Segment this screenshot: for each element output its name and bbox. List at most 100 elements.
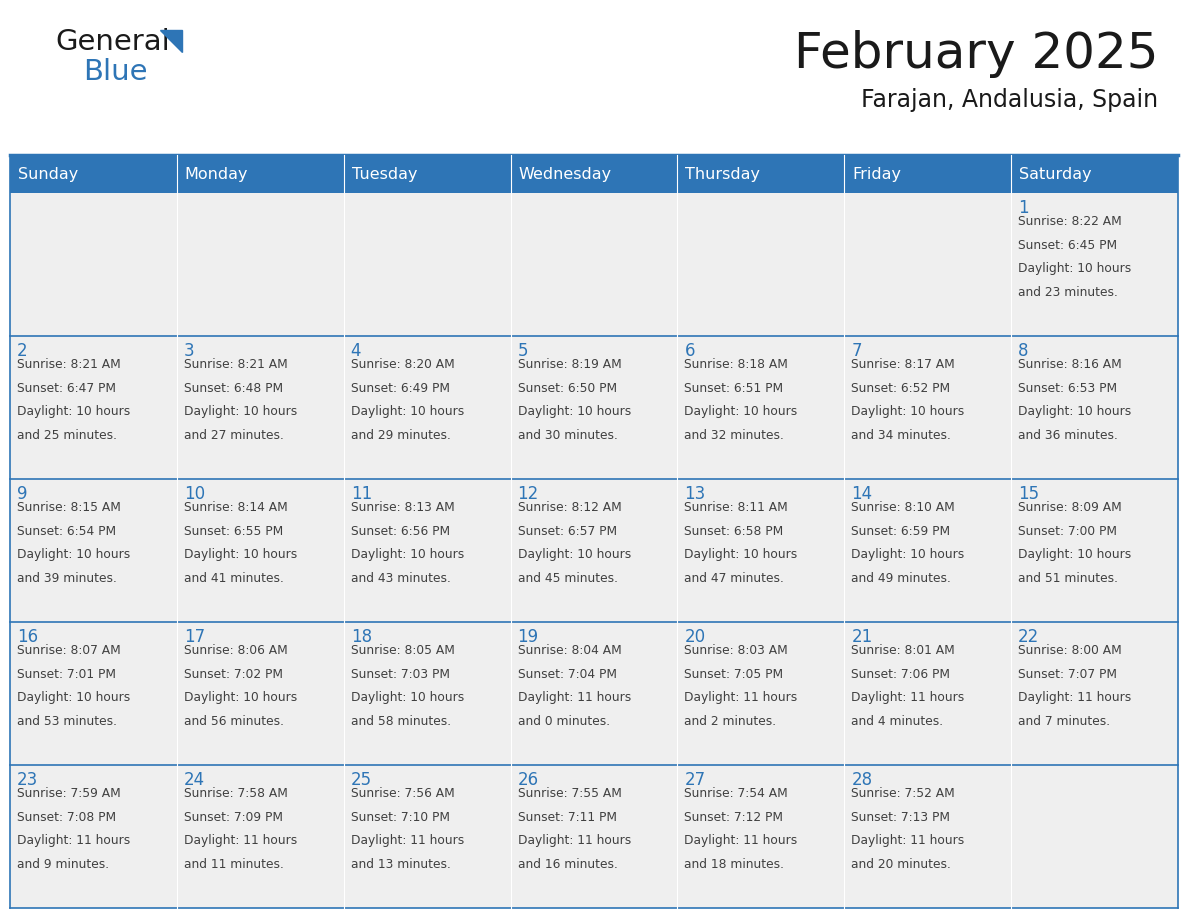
Text: Wednesday: Wednesday <box>519 166 612 182</box>
Bar <box>845 622 1011 765</box>
Text: and 58 minutes.: and 58 minutes. <box>350 715 450 728</box>
Text: and 7 minutes.: and 7 minutes. <box>1018 715 1111 728</box>
Text: and 23 minutes.: and 23 minutes. <box>1018 285 1118 298</box>
Text: Daylight: 10 hours: Daylight: 10 hours <box>1018 405 1131 419</box>
Text: and 2 minutes.: and 2 minutes. <box>684 715 777 728</box>
Text: Sunset: 7:09 PM: Sunset: 7:09 PM <box>184 811 283 823</box>
Bar <box>511 765 677 908</box>
Text: and 36 minutes.: and 36 minutes. <box>1018 429 1118 442</box>
Text: 19: 19 <box>518 628 538 646</box>
Text: and 20 minutes.: and 20 minutes. <box>852 857 952 871</box>
Text: Sunset: 7:04 PM: Sunset: 7:04 PM <box>518 667 617 680</box>
Text: Daylight: 10 hours: Daylight: 10 hours <box>1018 548 1131 561</box>
Bar <box>845 479 1011 622</box>
Text: and 18 minutes.: and 18 minutes. <box>684 857 784 871</box>
Bar <box>677 479 845 622</box>
Text: Sunset: 7:06 PM: Sunset: 7:06 PM <box>852 667 950 680</box>
Text: Sunset: 6:49 PM: Sunset: 6:49 PM <box>350 382 450 395</box>
Bar <box>343 765 511 908</box>
Text: 1: 1 <box>1018 199 1029 217</box>
Text: Daylight: 10 hours: Daylight: 10 hours <box>350 691 465 704</box>
Text: and 27 minutes.: and 27 minutes. <box>184 429 284 442</box>
Text: 7: 7 <box>852 342 861 360</box>
Text: Sunrise: 8:16 AM: Sunrise: 8:16 AM <box>1018 358 1121 371</box>
Text: Blue: Blue <box>83 58 147 86</box>
Text: Sunrise: 8:03 AM: Sunrise: 8:03 AM <box>684 644 788 657</box>
Bar <box>343 479 511 622</box>
Text: Daylight: 10 hours: Daylight: 10 hours <box>1018 263 1131 275</box>
Text: 11: 11 <box>350 485 372 503</box>
Text: Sunset: 7:00 PM: Sunset: 7:00 PM <box>1018 524 1117 538</box>
Bar <box>677 336 845 479</box>
Bar <box>10 155 1178 193</box>
Bar <box>511 479 677 622</box>
Bar <box>10 193 177 336</box>
Text: Sunrise: 8:17 AM: Sunrise: 8:17 AM <box>852 358 955 371</box>
Text: Thursday: Thursday <box>685 166 760 182</box>
Bar <box>511 336 677 479</box>
Text: Sunrise: 8:11 AM: Sunrise: 8:11 AM <box>684 501 788 514</box>
Polygon shape <box>160 30 182 52</box>
Text: Sunrise: 8:21 AM: Sunrise: 8:21 AM <box>17 358 121 371</box>
Bar <box>677 622 845 765</box>
Bar <box>1011 622 1178 765</box>
Text: and 0 minutes.: and 0 minutes. <box>518 715 609 728</box>
Text: and 49 minutes.: and 49 minutes. <box>852 572 952 585</box>
Text: Daylight: 11 hours: Daylight: 11 hours <box>518 691 631 704</box>
Text: Sunset: 7:11 PM: Sunset: 7:11 PM <box>518 811 617 823</box>
Text: Farajan, Andalusia, Spain: Farajan, Andalusia, Spain <box>861 88 1158 112</box>
Text: Sunrise: 7:56 AM: Sunrise: 7:56 AM <box>350 787 455 800</box>
Text: Sunset: 6:57 PM: Sunset: 6:57 PM <box>518 524 617 538</box>
Text: and 43 minutes.: and 43 minutes. <box>350 572 450 585</box>
Text: Daylight: 10 hours: Daylight: 10 hours <box>17 548 131 561</box>
Text: Sunday: Sunday <box>18 166 78 182</box>
Text: 20: 20 <box>684 628 706 646</box>
Bar <box>177 336 343 479</box>
Text: Daylight: 11 hours: Daylight: 11 hours <box>852 834 965 847</box>
Text: and 4 minutes.: and 4 minutes. <box>852 715 943 728</box>
Text: Daylight: 11 hours: Daylight: 11 hours <box>350 834 465 847</box>
Text: Daylight: 11 hours: Daylight: 11 hours <box>184 834 297 847</box>
Text: Sunset: 7:01 PM: Sunset: 7:01 PM <box>17 667 116 680</box>
Text: Sunset: 7:10 PM: Sunset: 7:10 PM <box>350 811 450 823</box>
Text: 9: 9 <box>17 485 27 503</box>
Text: and 34 minutes.: and 34 minutes. <box>852 429 952 442</box>
Text: Sunset: 6:58 PM: Sunset: 6:58 PM <box>684 524 784 538</box>
Bar <box>511 622 677 765</box>
Text: Sunset: 6:51 PM: Sunset: 6:51 PM <box>684 382 784 395</box>
Text: Daylight: 11 hours: Daylight: 11 hours <box>684 834 797 847</box>
Text: Daylight: 10 hours: Daylight: 10 hours <box>17 405 131 419</box>
Text: Sunrise: 8:12 AM: Sunrise: 8:12 AM <box>518 501 621 514</box>
Text: 27: 27 <box>684 771 706 789</box>
Text: Daylight: 11 hours: Daylight: 11 hours <box>684 691 797 704</box>
Text: and 25 minutes.: and 25 minutes. <box>17 429 116 442</box>
Text: Sunrise: 8:13 AM: Sunrise: 8:13 AM <box>350 501 455 514</box>
Text: 10: 10 <box>184 485 206 503</box>
Text: and 51 minutes.: and 51 minutes. <box>1018 572 1118 585</box>
Text: 21: 21 <box>852 628 872 646</box>
Text: Sunset: 6:48 PM: Sunset: 6:48 PM <box>184 382 283 395</box>
Bar <box>343 622 511 765</box>
Bar <box>177 479 343 622</box>
Bar <box>10 479 177 622</box>
Text: Sunset: 6:53 PM: Sunset: 6:53 PM <box>1018 382 1117 395</box>
Text: and 9 minutes.: and 9 minutes. <box>17 857 109 871</box>
Text: 25: 25 <box>350 771 372 789</box>
Text: Sunset: 7:05 PM: Sunset: 7:05 PM <box>684 667 784 680</box>
Text: Sunset: 6:47 PM: Sunset: 6:47 PM <box>17 382 116 395</box>
Text: Daylight: 10 hours: Daylight: 10 hours <box>184 405 297 419</box>
Text: 22: 22 <box>1018 628 1040 646</box>
Text: Sunset: 6:55 PM: Sunset: 6:55 PM <box>184 524 283 538</box>
Text: Sunset: 6:56 PM: Sunset: 6:56 PM <box>350 524 450 538</box>
Text: Sunrise: 8:09 AM: Sunrise: 8:09 AM <box>1018 501 1121 514</box>
Text: Sunrise: 8:22 AM: Sunrise: 8:22 AM <box>1018 215 1121 228</box>
Text: Sunrise: 7:52 AM: Sunrise: 7:52 AM <box>852 787 955 800</box>
Text: Daylight: 10 hours: Daylight: 10 hours <box>184 691 297 704</box>
Text: Sunset: 6:52 PM: Sunset: 6:52 PM <box>852 382 950 395</box>
Text: Daylight: 10 hours: Daylight: 10 hours <box>684 548 797 561</box>
Text: Sunset: 7:08 PM: Sunset: 7:08 PM <box>17 811 116 823</box>
Text: Sunrise: 8:10 AM: Sunrise: 8:10 AM <box>852 501 955 514</box>
Text: Sunset: 6:45 PM: Sunset: 6:45 PM <box>1018 239 1117 252</box>
Text: and 41 minutes.: and 41 minutes. <box>184 572 284 585</box>
Text: and 30 minutes.: and 30 minutes. <box>518 429 618 442</box>
